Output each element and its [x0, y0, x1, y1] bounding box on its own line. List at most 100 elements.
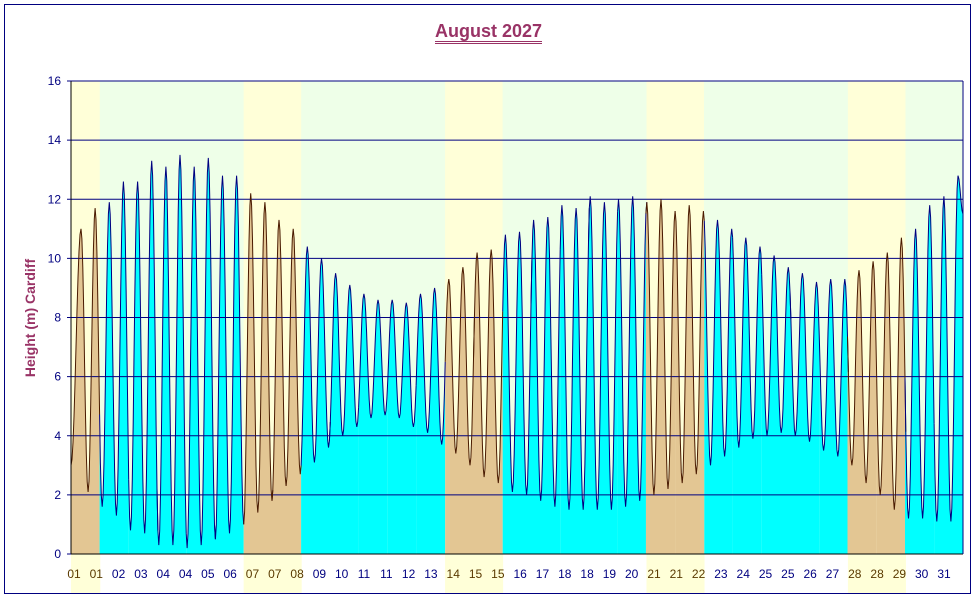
- tide-line-day-2: [99, 181, 130, 516]
- x-tick-label: 07: [268, 567, 282, 581]
- tide-line-day-27: [818, 279, 849, 457]
- x-tick-labels: 01 01 02 03 04 04 05 06 07 07 08 09 10 11 11 12 13 14 15 15…: [67, 567, 951, 581]
- y-tick-labels: 0 2 4 6 8 10 12 14 16: [48, 74, 71, 561]
- tide-line-day-28: [847, 261, 878, 484]
- weekend-label-band-7: [243, 554, 273, 594]
- x-tick-label: 15: [469, 567, 483, 581]
- weekend-label-band-29: [876, 554, 906, 594]
- tide-area-day-29: [876, 237, 906, 554]
- x-tick-label: 28: [848, 567, 862, 581]
- tide-area-day-15: [473, 249, 503, 554]
- tide-area-day-5: [186, 157, 216, 554]
- tide-line-day-23: [703, 219, 734, 466]
- x-tick-label: 18: [558, 567, 572, 581]
- tide-line-day-16: [502, 231, 533, 495]
- x-tick-label: 21: [670, 567, 684, 581]
- tide-line-day-1: [70, 208, 101, 492]
- tide-area-day-20: [617, 196, 647, 555]
- x-tick-label: 11: [380, 567, 393, 581]
- x-tick-label: 26: [803, 567, 817, 581]
- y-tick-label: 16: [48, 74, 62, 88]
- tide-line-day-15: [473, 249, 504, 484]
- x-tick-label: 01: [90, 567, 104, 581]
- x-tick-label: 14: [447, 567, 461, 581]
- weekend-label-band-15: [473, 554, 504, 594]
- x-tick-label: 18: [580, 567, 594, 581]
- tide-areas: [71, 154, 963, 555]
- weekend-label-band-14: [445, 554, 475, 594]
- y-tick-label: 14: [48, 133, 62, 147]
- tide-area-day-16: [502, 231, 532, 555]
- weekend-label-band-1: [71, 554, 101, 594]
- y-axis-label: Height (m) Cardiff: [22, 258, 38, 378]
- weekend-label-band-28: [847, 554, 878, 594]
- x-tick-label: 19: [603, 567, 617, 581]
- gridlines: [71, 80, 963, 496]
- chart-title: August 2027: [0, 21, 977, 44]
- tide-line-day-26: [789, 273, 820, 442]
- tide-line-day-19: [588, 196, 619, 510]
- tide-line-day-10: [328, 273, 360, 441]
- weekend-label-band-8: [272, 554, 302, 594]
- tide-line-day-31: [933, 175, 964, 522]
- weekend-label-band-22: [675, 554, 705, 594]
- x-tick-label: 07: [246, 567, 260, 581]
- tide-area-day-14: [445, 267, 475, 554]
- x-tick-label: 15: [491, 567, 505, 581]
- tide-area-day-6: [214, 175, 244, 554]
- tide-area-day-3: [128, 160, 158, 555]
- tide-line-day-4: [156, 154, 187, 546]
- x-tick-label: 27: [826, 567, 840, 581]
- x-tick-label: 01: [67, 567, 81, 581]
- y-tick-label: 12: [48, 192, 62, 206]
- tide-area-day-25: [761, 255, 791, 554]
- tide-area-day-12: [387, 299, 417, 554]
- chart-title-text: August 2027: [434, 21, 543, 44]
- tide-line-day-22: [674, 205, 705, 484]
- x-tick-label: 06: [223, 567, 237, 581]
- x-tick-label: 02: [112, 567, 126, 581]
- x-tick-label: 29: [893, 567, 907, 581]
- x-tick-label: 28: [870, 567, 884, 581]
- tide-line-day-6: [214, 175, 245, 540]
- x-tick-label: 08: [290, 567, 304, 581]
- x-tick-label: 09: [313, 567, 327, 581]
- tide-line-day-9: [300, 246, 331, 466]
- tide-line-day-18: [559, 205, 590, 510]
- tide-area-day-9: [301, 246, 331, 554]
- x-tick-label: 16: [513, 567, 527, 581]
- tide-line-day-13: [415, 287, 446, 445]
- tide-area-day-30: [905, 205, 935, 554]
- x-tick-label: 10: [335, 567, 349, 581]
- tide-area-day-26: [790, 273, 820, 554]
- tide-area-day-10: [329, 273, 359, 554]
- x-tick-label: 11: [358, 567, 371, 581]
- tide-line-day-5: [185, 157, 216, 549]
- x-tick-label: 30: [915, 567, 929, 581]
- x-tick-label: 25: [759, 567, 773, 581]
- tide-area-day-28: [847, 261, 877, 554]
- tide-line-day-21: [645, 199, 676, 495]
- tide-line-day-25: [761, 255, 792, 436]
- tide-area-day-23: [704, 219, 733, 554]
- y-tick-label: 6: [54, 370, 61, 384]
- tide-line-day-7: [243, 193, 274, 525]
- x-tick-label: 04: [157, 567, 171, 581]
- x-tick-label: 05: [201, 567, 215, 581]
- x-tick-label: 04: [179, 567, 193, 581]
- tide-area-day-11: [358, 293, 388, 554]
- x-tick-label: 20: [625, 567, 639, 581]
- x-tick-label: 17: [536, 567, 550, 581]
- tide-area-day-7: [243, 193, 273, 555]
- tide-area-day-4: [157, 154, 187, 554]
- x-tick-label: 31: [937, 567, 951, 581]
- x-tick-label: 12: [402, 567, 416, 581]
- tide-line-day-24: [732, 237, 763, 448]
- tide-area-day-24: [732, 237, 762, 554]
- tide-area-day-19: [588, 196, 618, 555]
- x-tick-label: 13: [424, 567, 438, 581]
- x-tick-label: 21: [647, 567, 661, 581]
- x-tick-label: 23: [714, 567, 728, 581]
- tide-line-day-3: [128, 160, 159, 534]
